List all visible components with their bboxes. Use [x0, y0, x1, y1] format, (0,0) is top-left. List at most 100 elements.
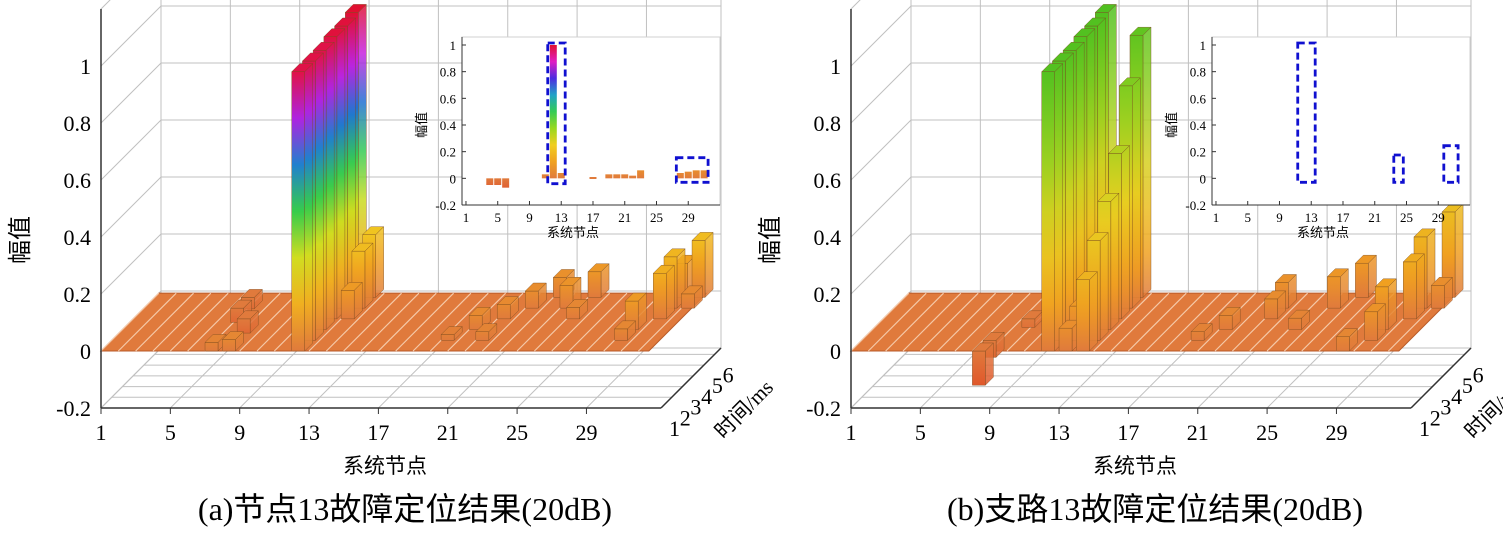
bar-top [691, 232, 714, 241]
bar-top [1108, 145, 1131, 154]
bar-front [681, 293, 695, 309]
plane-stripe [1179, 292, 1239, 352]
bar-top [1062, 42, 1085, 51]
bar-top [559, 277, 582, 286]
plane-stripe [239, 292, 298, 352]
bar-side [1132, 77, 1141, 309]
bar-side [1142, 26, 1152, 298]
inset-bar [676, 173, 684, 179]
bar-front [1041, 71, 1055, 352]
bar-side [666, 264, 675, 320]
inset-x-tick-label: 25 [650, 210, 663, 225]
inset-y-tick-label: 0.8 [440, 65, 456, 80]
inset-x-tick-label: 21 [1368, 210, 1381, 225]
bar-top [624, 292, 647, 302]
inset-y-tick-label: -0.2 [435, 198, 456, 213]
floor-gridline [989, 347, 1051, 409]
z-tick-label: 0.6 [64, 168, 92, 193]
plane-stripe [343, 292, 403, 352]
bar-top [221, 331, 244, 340]
inset-x-label: 系统节点 [1297, 225, 1349, 240]
bar-top [301, 52, 324, 62]
bar-top [1326, 268, 1349, 277]
y-tick-label: 3 [690, 395, 701, 420]
inset-bar [502, 178, 510, 188]
inset-x-tick-label: 9 [1276, 210, 1283, 225]
y-axis [660, 347, 722, 409]
bar-top [204, 334, 227, 343]
bar-top [566, 299, 589, 308]
bar-top [440, 326, 463, 335]
bar-top [1118, 77, 1141, 87]
inset-highlight-box [546, 41, 567, 186]
inset-bar [700, 170, 708, 179]
bar-top [663, 248, 686, 258]
inset-bar [541, 174, 549, 179]
inset-x-tick-label: 25 [1400, 210, 1413, 225]
z-tick-label: 0.8 [814, 111, 842, 136]
plane-stripe [1162, 292, 1222, 352]
z-tick-label: 0.8 [64, 111, 92, 136]
inset-bar [494, 178, 502, 185]
bar-side [375, 226, 384, 298]
inset-bar [637, 170, 645, 179]
bar-top [1374, 278, 1397, 288]
x-tick-label: 21 [437, 420, 459, 445]
plane-stripe [395, 292, 455, 352]
y-tick-label: 5 [1462, 373, 1473, 398]
bar-top [1190, 323, 1213, 332]
bar-top [1094, 4, 1117, 13]
y-tick-label: 5 [712, 373, 723, 398]
bar-side [1110, 192, 1120, 331]
plane-stripe [885, 292, 944, 352]
z-tick-label: 1 [80, 54, 91, 79]
inset-x-label: 系统节点 [547, 225, 599, 240]
inset-highlight-box [674, 156, 710, 184]
bar-front [566, 307, 580, 320]
z-tick-label: 0.4 [814, 225, 842, 250]
plane-stripe [117, 292, 177, 352]
bar-top [1413, 228, 1436, 238]
bar-side [1065, 52, 1074, 341]
z-axis-label: 幅值 [757, 216, 784, 264]
bar-top [587, 263, 610, 272]
plane-stripe [325, 292, 385, 352]
inset-bar [684, 171, 692, 179]
bar-top [1129, 26, 1152, 36]
bar-top [312, 42, 335, 51]
z-axis-label: 幅值 [7, 216, 34, 264]
inset-x-tick-label: 17 [586, 210, 600, 225]
plane-stripe [568, 292, 628, 352]
inset-bar [589, 177, 597, 179]
inset-y-tick-label: 0.6 [440, 91, 457, 106]
plane-stripe [937, 292, 996, 352]
bar-front [1403, 261, 1417, 320]
bar-front [525, 290, 539, 309]
plane-stripe [429, 292, 489, 352]
bar-top [1097, 193, 1120, 202]
inset-y-tick-label: 0 [450, 171, 457, 186]
inset-x-tick-label: 13 [1305, 210, 1318, 225]
plane-stripe [919, 292, 979, 352]
bar-top [1051, 52, 1074, 62]
x-tick-label: 5 [915, 420, 926, 445]
plane-stripe [850, 292, 910, 352]
bar-front [475, 331, 490, 341]
panel-caption: (b)支路13故障定位结果(20dB) [947, 491, 1363, 527]
floor-gridline [239, 347, 301, 409]
z-tick-label: 1 [830, 54, 841, 79]
panel-caption: (a)节点13故障定位结果(20dB) [198, 491, 612, 527]
bar-top [652, 265, 675, 274]
bar-top [1288, 309, 1311, 319]
inset-y-tick-label: 0.8 [1190, 65, 1206, 80]
bar-front [1336, 336, 1350, 352]
bar-front [340, 290, 355, 320]
bar-front [1364, 311, 1378, 341]
plane-stripe [412, 292, 472, 352]
bar-front [1288, 317, 1302, 330]
z-gridline [100, 347, 721, 409]
plane-stripe [1249, 292, 1309, 352]
inset-y-tick-label: 0.2 [440, 145, 456, 160]
x-tick-label: 9 [984, 420, 995, 445]
x-tick-label: 21 [1187, 420, 1209, 445]
